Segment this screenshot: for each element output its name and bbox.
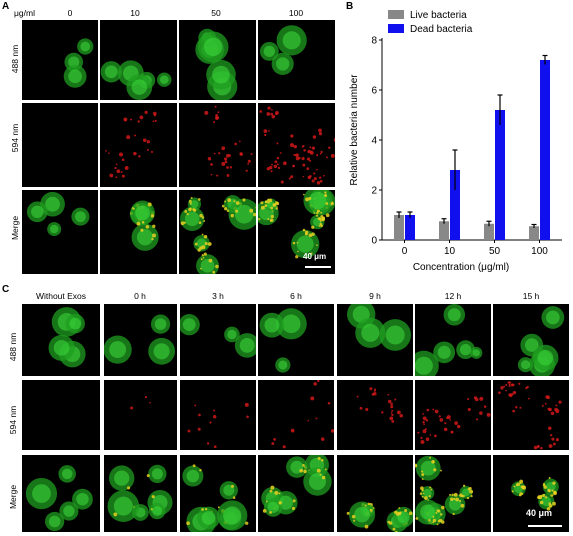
panel-a-col-50: 50	[211, 8, 221, 18]
y-tick-label-1: 2	[371, 186, 377, 197]
panel-a-tile-r0-c1	[100, 20, 177, 100]
y-tick-label-4: 8	[371, 36, 377, 47]
bar-live-bacteria-10	[439, 221, 449, 240]
panel-c-tile-r0-c5	[415, 304, 491, 376]
panel-c-tile-r0-c4	[337, 304, 413, 376]
panel-c-scale-bar	[528, 525, 562, 527]
panel-a-tile-r1-c1	[100, 103, 177, 187]
bar-live-bacteria-100	[529, 226, 539, 240]
y-tick-label-0: 0	[371, 236, 377, 247]
panel-a-tile-r2-c1	[100, 190, 177, 274]
panel-c-scale-bar-label: 40 μm	[526, 508, 553, 518]
panel-c-tile-r2-c2	[180, 455, 256, 532]
x-tick-label-3: 100	[531, 246, 548, 257]
panel-c-tile-r0-c0	[22, 304, 100, 376]
panel-a-tile-r2-c2	[179, 190, 256, 274]
panel-c-tile-r0-c6	[493, 304, 569, 376]
bar-dead-bacteria-10	[450, 170, 460, 240]
panel-c-col-without-exos: Without Exos	[35, 291, 87, 301]
x-tick-label-1: 10	[444, 246, 456, 257]
bacteria-bar-chart: Relative bacteria number Concentration (…	[349, 10, 562, 273]
legend-label-1: Dead bacteria	[410, 24, 473, 35]
panel-c-tile-r2-c3	[258, 455, 334, 532]
panel-c-tile-r0-c2	[180, 304, 256, 376]
legend-label-0: Live bacteria	[410, 10, 467, 21]
panel-c-tile-r1-c2	[180, 380, 256, 450]
legend-swatch-0	[388, 10, 404, 19]
panel-c-row-merge: Merge	[8, 484, 18, 510]
panel-c-col-6h: 6 h	[290, 291, 302, 301]
panel-a-scale-bar-label: 40 μm	[303, 252, 327, 261]
panel-c-tile-r0-c3	[258, 304, 334, 376]
panel-c-tile-r2-c1	[104, 455, 177, 532]
panel-a-col-0: 0	[67, 8, 73, 18]
panel-c-letter: C	[2, 284, 10, 295]
panel-c-tile-r1-c1	[104, 380, 177, 450]
panel-a-tile-r0-c0	[22, 20, 98, 100]
x-tick-label-0: 0	[402, 246, 408, 257]
bar-dead-bacteria-0	[405, 215, 415, 240]
panel-a-tile-r2-c3	[258, 190, 335, 274]
panel-c-tile-r2-c4	[337, 455, 413, 532]
panel-c-col-15h: 15 h	[522, 291, 540, 301]
panel-a-scale-bar	[305, 266, 331, 268]
panel-a-tile-r2-c0	[22, 190, 98, 274]
panel-a-row-merge: Merge	[10, 215, 20, 241]
y-tick-label-2: 4	[371, 136, 377, 147]
panel-c-col-0h: 0 h	[134, 291, 146, 301]
panel-a-tile-r0-c3	[258, 20, 335, 100]
panel-c-tile-r2-c6	[493, 455, 569, 532]
panel-a-col-10: 10	[130, 8, 140, 18]
panel-a-unit-label: μg/ml	[14, 8, 35, 18]
panel-a-col-100: 100	[288, 8, 304, 18]
panel-a-tile-r1-c2	[179, 103, 256, 187]
panel-c-tile-r1-c5	[415, 380, 491, 450]
panel-a-tile-r0-c2	[179, 20, 256, 100]
x-axis-title: Concentration (μg/ml)	[413, 262, 509, 273]
panel-a-row-594: 594 nm	[10, 123, 20, 153]
panel-a-letter: A	[2, 1, 10, 12]
panel-c-row-594: 594 nm	[8, 405, 18, 435]
panel-c-row-488: 488 nm	[8, 332, 18, 362]
bar-dead-bacteria-100	[540, 60, 550, 240]
panel-c-col-12h: 12 h	[444, 291, 462, 301]
panel-a-row-488: 488 nm	[10, 44, 20, 74]
legend-swatch-1	[388, 24, 404, 33]
panel-c-tile-r2-c0	[22, 455, 100, 532]
panel-c-tile-r1-c0	[22, 380, 100, 450]
panel-c-tile-r2-c5	[415, 455, 491, 532]
bar-dead-bacteria-50	[495, 110, 505, 240]
bar-live-bacteria-50	[484, 223, 494, 240]
panel-a-tile-r1-c3	[258, 103, 335, 187]
panel-c-col-9h: 9 h	[369, 291, 381, 301]
panel-c-tile-r0-c1	[104, 304, 177, 376]
y-axis-title: Relative bacteria number	[349, 74, 360, 186]
panel-b-letter: B	[346, 1, 354, 12]
panel-c-tile-r1-c3	[258, 380, 334, 450]
bar-live-bacteria-0	[394, 215, 404, 240]
panel-c-tile-r1-c6	[493, 380, 569, 450]
y-tick-label-3: 6	[371, 86, 377, 97]
panel-c-tile-r1-c4	[337, 380, 413, 450]
panel-a-tile-r1-c0	[22, 103, 98, 187]
panel-c-col-3h: 3 h	[212, 291, 224, 301]
x-tick-label-2: 50	[489, 246, 501, 257]
